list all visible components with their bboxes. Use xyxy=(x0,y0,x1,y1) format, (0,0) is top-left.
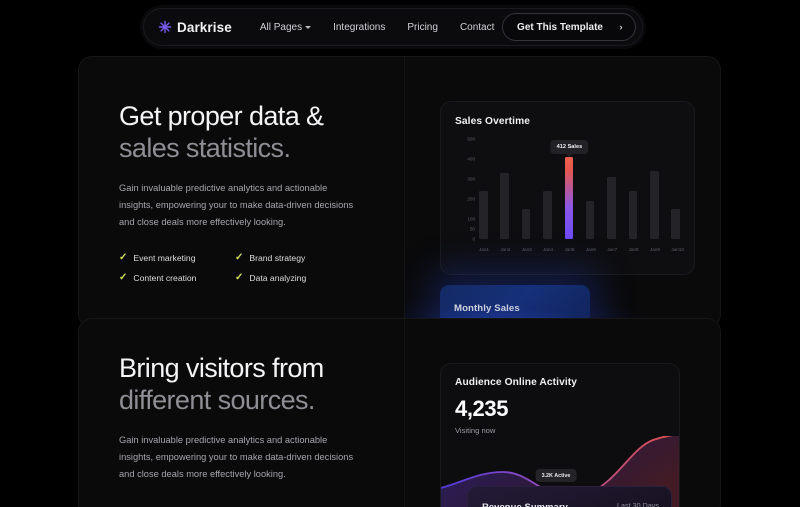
bar-value-tooltip: 412 Sales xyxy=(550,139,589,154)
visitor-count-label: Visiting now xyxy=(455,426,496,435)
nav-item-integrations[interactable]: Integrations xyxy=(333,21,386,33)
chevron-down-icon xyxy=(305,25,312,29)
bar[interactable] xyxy=(543,191,552,239)
bar[interactable] xyxy=(521,209,531,239)
feature-checklist: ✓ Event marketing ✓ Brand strategy ✓ Con… xyxy=(119,251,404,283)
brand-name: Darkrise xyxy=(177,19,232,35)
sales-overtime-card: Sales Overtime 500 400 300 200 100 50 0 xyxy=(440,101,695,275)
headline-line-2: different sources. xyxy=(119,384,315,415)
revenue-summary-card: Revenue Summary Last 30 Days xyxy=(467,486,672,507)
check-icon: ✓ xyxy=(119,271,128,283)
x-tick: Jan6 xyxy=(585,246,596,252)
bar-plot-area xyxy=(479,139,680,239)
bar-column xyxy=(607,139,616,239)
bar[interactable] xyxy=(607,177,616,239)
x-axis: Jan1 Jan2 Jan3 Jan4 Jan5 Jan6 Jan7 Jan8 Jan9 Jan1… xyxy=(479,241,684,257)
get-this-template-button[interactable]: Get This Template › xyxy=(502,13,636,41)
feature-section-sales: Get proper data & sales statistics. Gain… xyxy=(78,56,721,328)
bar-column xyxy=(500,139,509,239)
bar[interactable] xyxy=(628,191,638,239)
list-item-label: Event marketing xyxy=(133,252,196,263)
list-item: ✓ Event marketing xyxy=(119,251,231,263)
bar[interactable] xyxy=(650,171,659,239)
feature-section-sales-copy: Get proper data & sales statistics. Gain… xyxy=(79,57,404,327)
y-tick: 200 xyxy=(467,196,475,202)
headline-line-1: Get proper data & xyxy=(119,101,324,132)
y-tick: 400 xyxy=(467,156,475,162)
audience-value-tooltip: 3.2K Active xyxy=(535,469,577,482)
bar-column xyxy=(521,139,531,239)
list-item: ✓ Content creation xyxy=(119,271,231,283)
list-item: ✓ Brand strategy xyxy=(235,251,347,263)
feature-section-visitors: Bring visitors from different sources. G… xyxy=(78,318,721,507)
bar[interactable] xyxy=(500,173,509,239)
nav-item-all-pages[interactable]: All Pages xyxy=(259,21,312,33)
visitor-count: 4,235 xyxy=(455,396,509,421)
y-axis: 500 400 300 200 100 50 0 xyxy=(455,136,477,242)
check-icon: ✓ xyxy=(235,251,244,263)
list-item-label: Brand strategy xyxy=(249,252,306,263)
x-tick: Jan5 xyxy=(564,246,575,252)
revenue-date-range: Last 30 Days xyxy=(617,501,659,507)
bar-column xyxy=(585,139,595,239)
bar-column xyxy=(628,139,638,239)
section-description: Gain invaluable predictive analytics and… xyxy=(119,434,354,479)
check-icon: ✓ xyxy=(119,251,128,263)
chevron-right-icon: › xyxy=(619,21,623,32)
bar[interactable] xyxy=(564,156,573,239)
list-item-label: Content creation xyxy=(133,272,197,283)
bar-column xyxy=(564,139,573,239)
y-tick: 500 xyxy=(467,136,475,142)
x-tick: Jan8 xyxy=(628,246,639,252)
x-tick: Jan9 xyxy=(650,246,660,252)
bar-column xyxy=(671,139,680,239)
nav-item-all-pages-label: All Pages xyxy=(259,21,303,33)
bar-column xyxy=(650,139,659,239)
audience-activity-title: Audience Online Activity xyxy=(455,377,578,388)
nav-item-contact[interactable]: Contact xyxy=(459,21,495,33)
check-icon: ✓ xyxy=(235,271,244,283)
monthly-sales-title: Monthly Sales xyxy=(454,303,520,314)
y-tick: 0 xyxy=(472,236,475,242)
list-item: ✓ Data analyzing xyxy=(235,271,347,283)
sales-overtime-title: Sales Overtime xyxy=(455,116,531,127)
bar-column xyxy=(479,139,488,239)
sales-overtime-bar-chart: 500 400 300 200 100 50 0 Jan1 Jan2 Jan3 Jan… xyxy=(455,136,684,257)
bar[interactable] xyxy=(479,191,488,239)
asterisk-star-icon xyxy=(158,20,172,34)
y-tick: 100 xyxy=(467,216,475,222)
headline-line-1: Bring visitors from xyxy=(119,353,324,384)
headline-line-2: sales statistics. xyxy=(119,132,291,163)
revenue-summary-title: Revenue Summary xyxy=(482,501,568,507)
list-item-label: Data analyzing xyxy=(249,272,307,283)
x-tick: Jan2 xyxy=(500,246,511,252)
y-tick: 300 xyxy=(467,176,475,182)
bar-column xyxy=(543,139,552,239)
feature-section-visitors-visual: Audience Online Activity 4,235 Visiting … xyxy=(404,319,720,507)
x-tick: Jan4 xyxy=(543,246,554,252)
navbar: Darkrise All Pages Integrations Pricing … xyxy=(143,8,643,46)
x-tick: Jan7 xyxy=(607,246,618,252)
bar[interactable] xyxy=(671,209,680,239)
x-tick: Jan3 xyxy=(521,246,532,252)
x-tick: Jan10 xyxy=(671,246,684,252)
x-tick: Jan1 xyxy=(479,246,489,252)
bar[interactable] xyxy=(585,201,595,239)
section-description: Gain invaluable predictive analytics and… xyxy=(119,182,354,227)
nav-item-pricing[interactable]: Pricing xyxy=(407,21,438,33)
brand-logo[interactable]: Darkrise xyxy=(158,20,232,35)
nav-links: All Pages Integrations Pricing Contact xyxy=(260,22,502,33)
feature-section-sales-visual: Sales Overtime 500 400 300 200 100 50 0 xyxy=(404,57,720,327)
y-tick: 50 xyxy=(469,226,475,232)
page-title: Bring visitors from different sources. xyxy=(119,353,404,416)
page-title: Get proper data & sales statistics. xyxy=(119,101,404,164)
feature-section-visitors-copy: Bring visitors from different sources. G… xyxy=(79,319,404,507)
cta-label: Get This Template xyxy=(517,21,603,33)
